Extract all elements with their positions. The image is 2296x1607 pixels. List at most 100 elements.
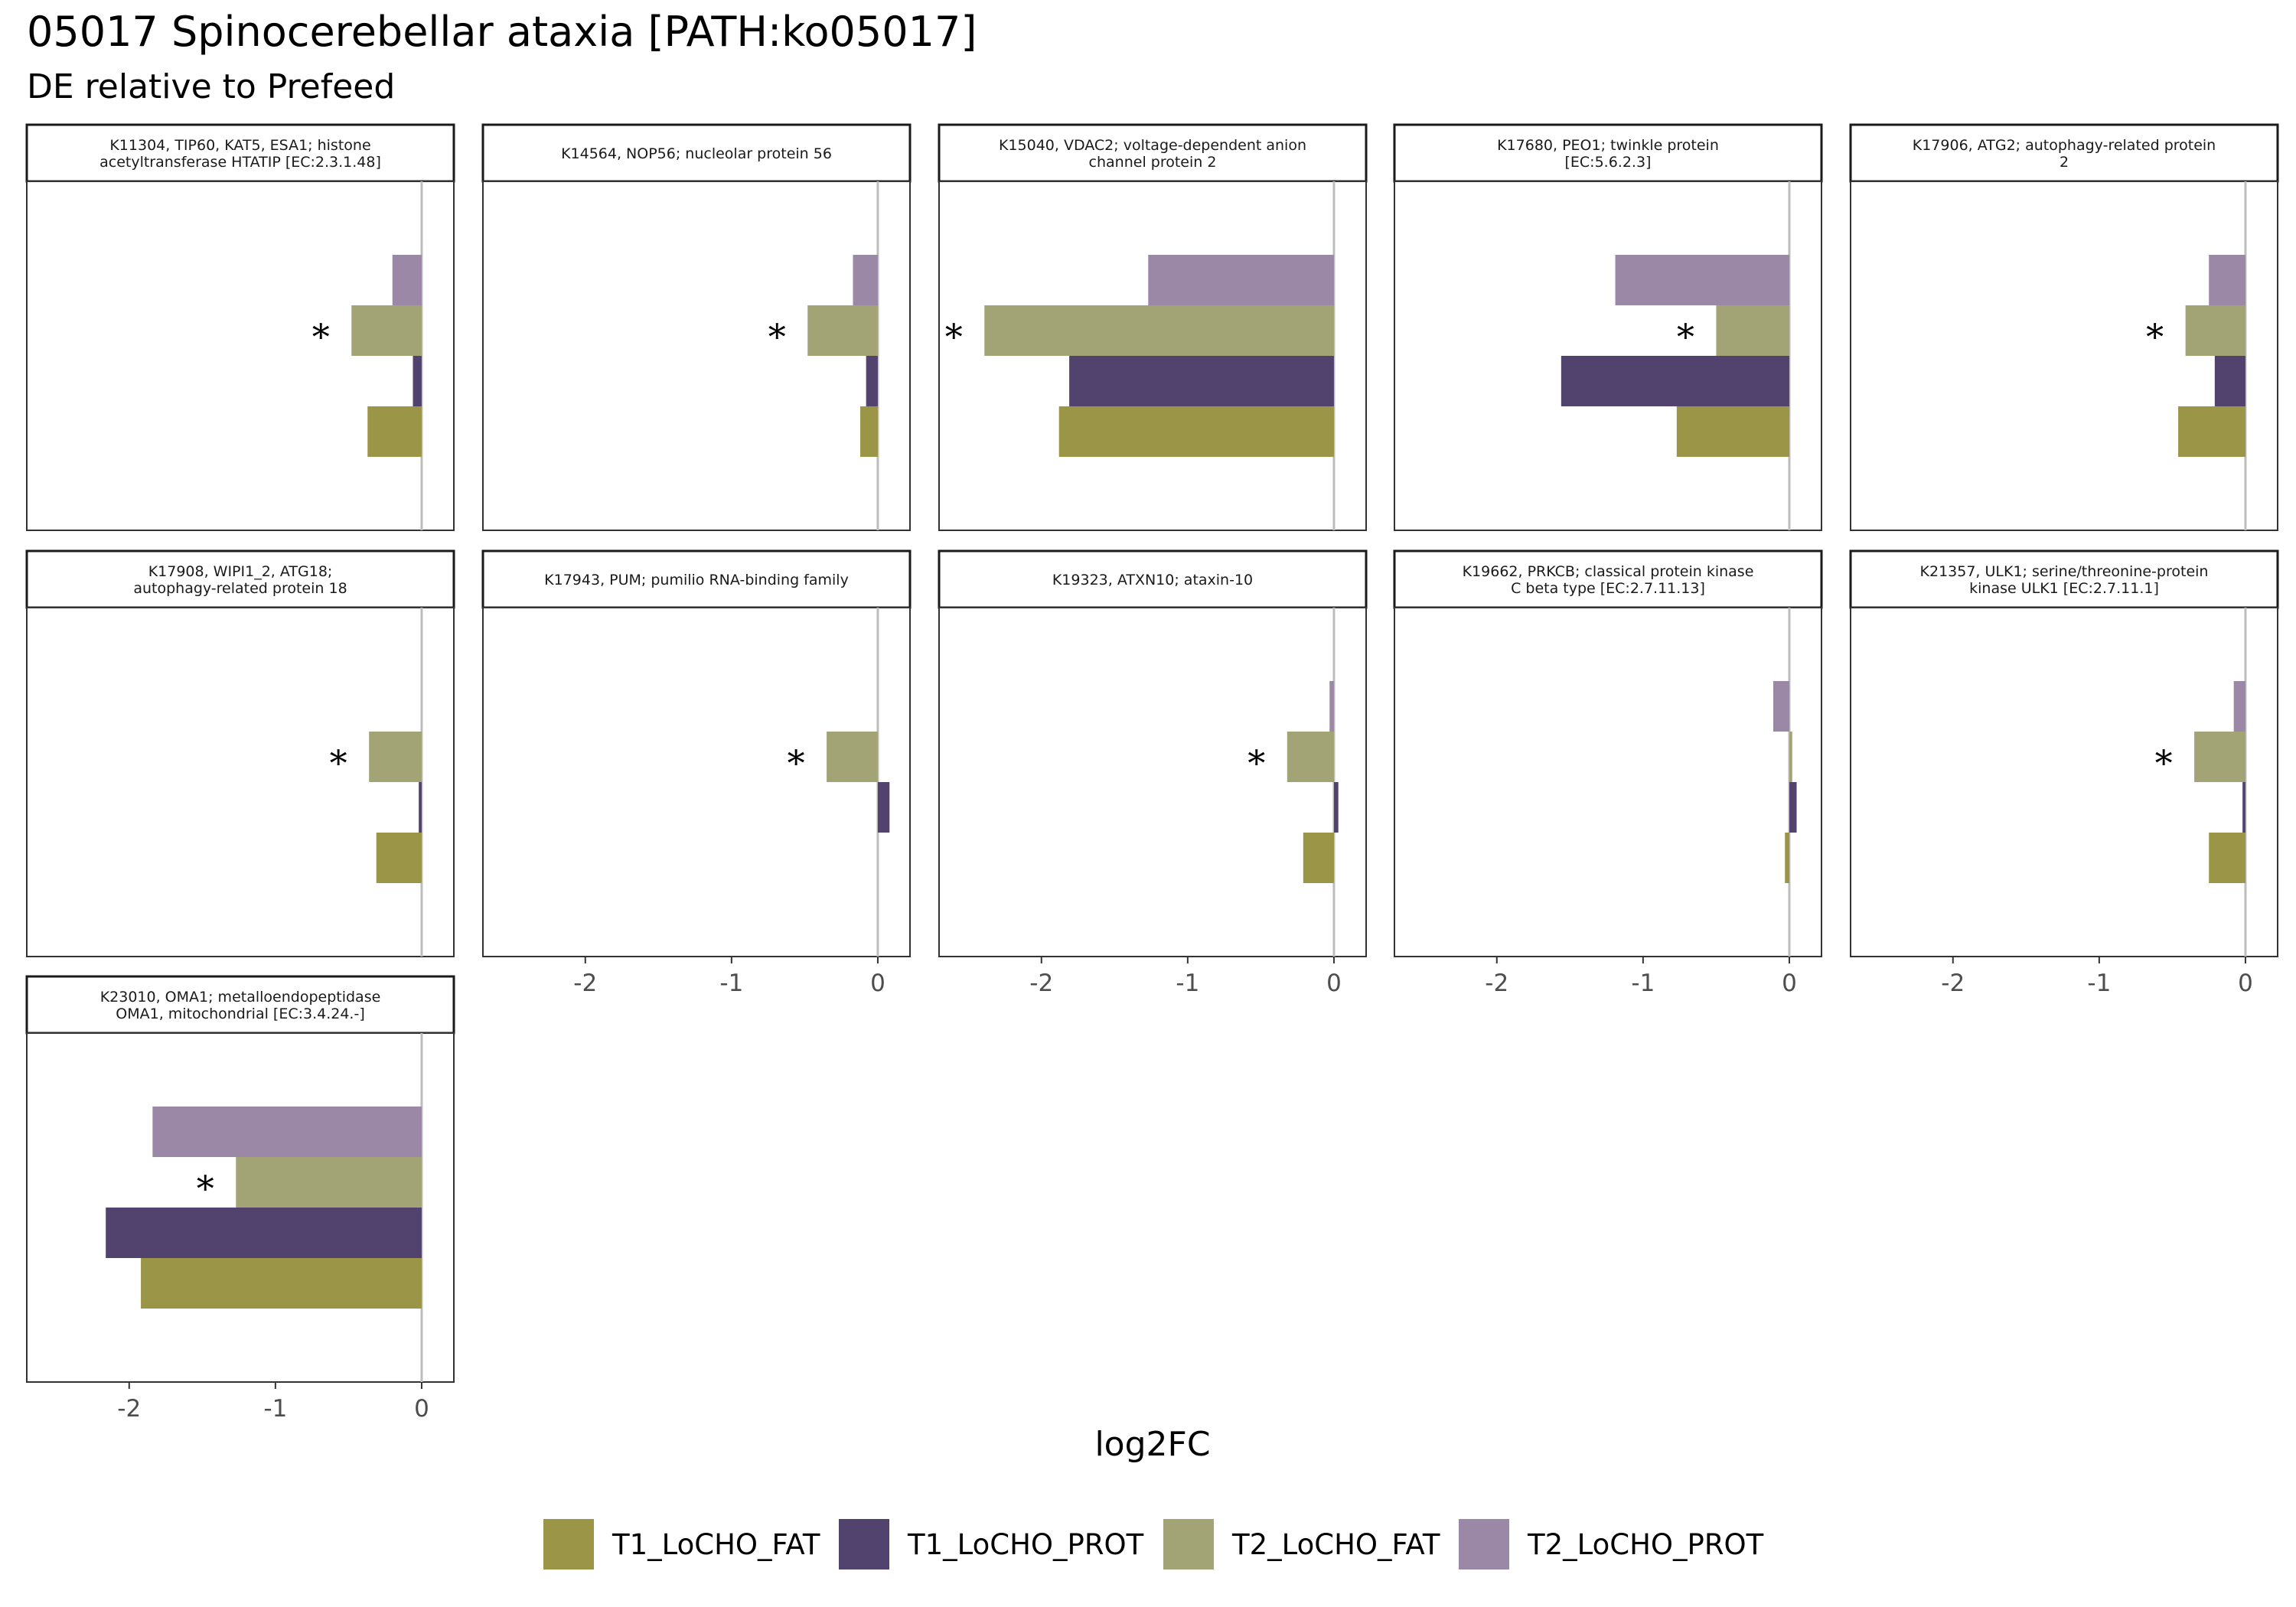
significance-star: *: [1247, 742, 1265, 784]
significance-star: *: [197, 1168, 214, 1209]
bar-t1-locho-fat: [1303, 833, 1334, 883]
facet-strip-label: K17908, WIPI1_2, ATG18;: [148, 563, 333, 580]
facet-strip: [938, 549, 1368, 609]
chart-subtitle: DE relative to Prefeed: [27, 67, 395, 106]
facet-strip: [25, 123, 455, 183]
facet-strip-label: K15040, VDAC2; voltage-dependent anion: [999, 137, 1306, 154]
legend-swatch: [1459, 1519, 1509, 1570]
bar-t2-locho-prot: [853, 255, 878, 305]
facet-panel: K14564, NOP56; nucleolar protein 56 *: [481, 123, 912, 531]
facet-strip-label: K11304, TIP60, KAT5, ESA1; histone: [109, 137, 370, 154]
bar-t1-locho-fat: [2178, 406, 2245, 457]
facet-strip-label: K17906, ATG2; autophagy-related protein: [1913, 137, 2216, 154]
x-tick-label: 0: [1326, 970, 1342, 997]
x-tick-label: -1: [2087, 970, 2111, 997]
facet-strip: [1849, 123, 2279, 183]
bar-t2-locho-fat: [1789, 732, 1792, 782]
bar-t1-locho-prot: [2214, 356, 2245, 406]
legend: T1_LoCHO_FAT T1_LoCHO_PROT T2_LoCHO_FAT T2_…: [543, 1519, 1764, 1570]
x-axis-title: log2FC: [1094, 1425, 1210, 1464]
bar-t1-locho-prot: [106, 1208, 422, 1258]
bar-t1-locho-prot: [2242, 782, 2245, 833]
x-tick-label: -2: [117, 1395, 141, 1423]
facet-strip-label: [EC:5.6.2.3]: [1565, 154, 1652, 171]
facet-panel: K23010, OMA1; metalloendopeptidaseOMA1, …: [25, 975, 455, 1423]
x-tick-label: -1: [263, 1395, 287, 1423]
bar-t2-locho-prot: [2209, 255, 2245, 305]
bar-t2-locho-fat: [369, 732, 422, 782]
significance-star: *: [768, 316, 786, 357]
bar-t2-locho-fat: [807, 305, 878, 356]
bar-t1-locho-fat: [860, 406, 878, 457]
panel-frame: [1394, 607, 1822, 957]
facet-strip-label: K17680, PEO1; twinkle protein: [1497, 137, 1719, 154]
facet-strip-label: channel protein 2: [1089, 154, 1217, 171]
bar-t2-locho-prot: [1148, 255, 1334, 305]
bar-t1-locho-prot: [1561, 356, 1789, 406]
legend-swatch: [839, 1519, 889, 1570]
facet-panel: K19662, PRKCB; classical protein kinaseC…: [1393, 549, 1823, 997]
facet-strip-label: C beta type [EC:2.7.11.13]: [1511, 580, 1705, 597]
facet-strip-label: K17943, PUM; pumilio RNA-binding family: [544, 572, 849, 588]
x-tick-label: -2: [573, 970, 597, 997]
facet-strip-label: K19662, PRKCB; classical protein kinase: [1463, 563, 1754, 580]
bar-t1-locho-prot: [877, 782, 890, 833]
facet-panels: K11304, TIP60, KAT5, ESA1; histoneacetyl…: [25, 123, 2279, 1423]
x-tick-label: 0: [1782, 970, 1797, 997]
significance-star: *: [945, 316, 963, 357]
bar-t2-locho-fat: [984, 305, 1334, 356]
bar-t2-locho-prot: [1615, 255, 1789, 305]
bar-t2-locho-prot: [1773, 681, 1789, 732]
significance-star: *: [312, 316, 330, 357]
bar-t2-locho-prot: [1329, 681, 1334, 732]
bar-t1-locho-prot: [1333, 782, 1339, 833]
bar-t1-locho-fat: [141, 1258, 422, 1309]
bar-t1-locho-prot: [1069, 356, 1334, 406]
facet-panel: K11304, TIP60, KAT5, ESA1; histoneacetyl…: [25, 123, 455, 531]
facet-strip-label: K14564, NOP56; nucleolar protein 56: [561, 145, 832, 162]
facet-strip-label: OMA1, mitochondrial [EC:3.4.24.-]: [116, 1006, 364, 1022]
bar-t1-locho-fat: [1785, 833, 1789, 883]
bar-t1-locho-fat: [2209, 833, 2245, 883]
facet-panel: K21357, ULK1; serine/threonine-proteinki…: [1849, 549, 2279, 997]
bar-t2-locho-fat: [236, 1157, 422, 1208]
x-tick-label: -2: [1485, 970, 1508, 997]
facet-strip: [1393, 123, 1823, 183]
legend-label: T1_LoCHO_FAT: [612, 1528, 820, 1561]
legend-label: T2_LoCHO_PROT: [1527, 1528, 1764, 1561]
x-tick-label: -1: [719, 970, 743, 997]
bar-t1-locho-fat: [1676, 406, 1789, 457]
significance-star: *: [2146, 316, 2164, 357]
x-tick-label: -1: [1631, 970, 1655, 997]
facet-panel: K17680, PEO1; twinkle protein[EC:5.6.2.3…: [1393, 123, 1823, 531]
facet-strip-label: kinase ULK1 [EC:2.7.11.1]: [1969, 580, 2159, 597]
legend-swatch: [543, 1519, 594, 1570]
legend-swatch: [1163, 1519, 1214, 1570]
facet-strip: [1849, 549, 2279, 609]
bar-t1-locho-prot: [413, 356, 422, 406]
facet-strip-label: K23010, OMA1; metalloendopeptidase: [100, 989, 381, 1006]
bar-t2-locho-fat: [351, 305, 422, 356]
bar-t2-locho-prot: [2233, 681, 2245, 732]
facet-strip: [25, 549, 455, 609]
facet-strip-label: K21357, ULK1; serine/threonine-protein: [1920, 563, 2209, 580]
bar-t2-locho-fat: [2194, 732, 2245, 782]
facet-strip-label: acetyltransferase HTATIP [EC:2.3.1.48]: [99, 154, 381, 171]
facet-panel: K17908, WIPI1_2, ATG18;autophagy-related…: [25, 549, 455, 957]
x-tick-label: 0: [870, 970, 885, 997]
x-tick-label: 0: [2238, 970, 2253, 997]
bar-t1-locho-prot: [1789, 782, 1797, 833]
facet-strip: [481, 549, 912, 609]
facet-panel: K17906, ATG2; autophagy-related protein2…: [1849, 123, 2279, 531]
significance-star: *: [1677, 316, 1694, 357]
x-tick-label: -1: [1176, 970, 1199, 997]
significance-star: *: [330, 742, 347, 784]
bar-t1-locho-fat: [367, 406, 422, 457]
x-tick-label: -2: [1029, 970, 1053, 997]
bar-t1-locho-fat: [1058, 406, 1334, 457]
chart-title: 05017 Spinocerebellar ataxia [PATH:ko050…: [27, 8, 977, 56]
facet-strip-label: 2: [2060, 154, 2069, 171]
facet-strip: [938, 123, 1368, 183]
bar-t2-locho-prot: [392, 255, 422, 305]
